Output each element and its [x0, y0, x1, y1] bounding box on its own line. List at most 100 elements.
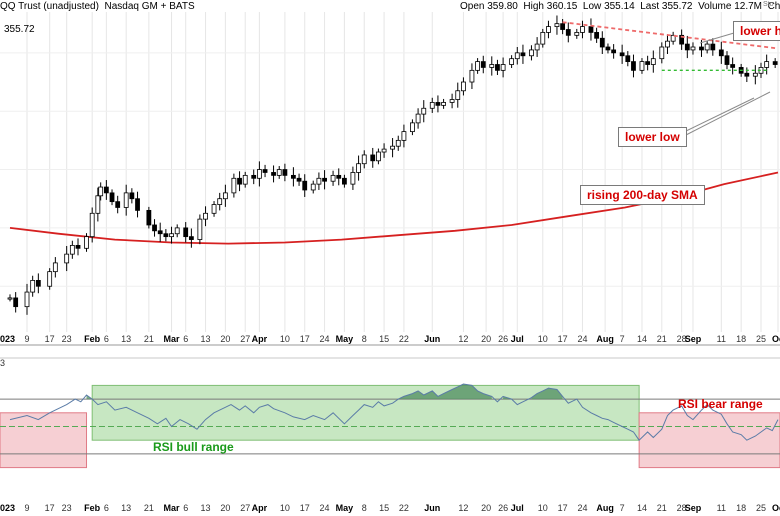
price-axis-tick-36: 25 [756, 334, 766, 344]
lower-high-annotation: lower h [733, 21, 780, 41]
price-bar-44 [302, 180, 308, 191]
price-axis-tick-35: 18 [736, 334, 746, 344]
rsi-axis-tick-13: 10 [280, 503, 290, 513]
price-bar-2 [24, 291, 30, 308]
price-bar-85 [574, 32, 580, 36]
price-bar-89 [599, 37, 605, 48]
symbol-title: QQ Trust (unadjusted) [0, 1, 99, 12]
rsi-axis-tick-31: 21 [657, 503, 667, 513]
price-bar-60 [410, 122, 415, 133]
rsi-bear-band-right [638, 412, 780, 469]
price-bar-77 [520, 52, 526, 57]
rsi-overbought-area [531, 388, 563, 400]
price-bar-115 [772, 61, 778, 65]
price-axis-tick-6: 21 [144, 334, 154, 344]
price-axis-year-label: 023 [0, 334, 15, 344]
price-bar-90 [605, 46, 611, 51]
price-axis-tick-7: Mar [164, 334, 181, 344]
rsi-axis-tick-36: 25 [756, 503, 766, 513]
price-bar-112 [752, 72, 758, 77]
price-bar-98 [659, 46, 665, 60]
rsi-axis-tick-27: 24 [577, 503, 587, 513]
price-bar-66 [449, 99, 455, 103]
price-bar-49 [336, 174, 342, 179]
rsi-axis-year-label: 023 [0, 503, 15, 513]
price-axis-tick-23: 26 [498, 334, 508, 344]
price-bar-87 [588, 26, 594, 33]
price-bar-1 [13, 297, 19, 308]
rsi-axis-tick-5: 13 [121, 503, 131, 513]
price-axis-tick-20: Jun [424, 334, 440, 344]
rsi-axis-tick-25: 10 [538, 503, 548, 513]
rsi-axis-tick-12: Apr [252, 503, 268, 513]
price-bar-83 [560, 23, 566, 30]
corner-label: Sto [763, 1, 774, 8]
rsi-axis-tick-10: 20 [220, 503, 230, 513]
rsi-axis-tick-6: 21 [144, 503, 154, 513]
price-bar-47 [322, 177, 327, 182]
price-axis-tick-4: 6 [104, 334, 109, 344]
price-bar-59 [401, 131, 407, 141]
price-bar-36 [251, 174, 257, 179]
price-axis-tick-19: 22 [399, 334, 409, 344]
price-bar-54 [370, 154, 376, 162]
price-bar-72 [489, 64, 495, 68]
price-bar-55 [376, 151, 381, 162]
lower-high-trendline [562, 21, 779, 50]
price-bar-97 [650, 58, 656, 65]
price-bar-80 [540, 32, 546, 45]
price-bar-45 [310, 183, 316, 191]
price-bar-71 [480, 61, 486, 68]
price-bar-75 [509, 58, 515, 65]
price-bar-17 [123, 192, 129, 208]
rsi-axis-tick-3: Feb [84, 503, 101, 513]
price-bar-56 [381, 148, 387, 153]
price-axis-tick-9: 13 [201, 334, 211, 344]
volume-label: Volume [698, 1, 732, 12]
rsi-axis-tick-18: 15 [379, 503, 389, 513]
rsi-axis-tick-30: 14 [637, 503, 647, 513]
price-bar-11 [89, 212, 95, 238]
price-bar-52 [356, 163, 361, 173]
price-bar-109 [730, 64, 736, 68]
price-bar-76 [514, 52, 520, 60]
price-bar-107 [718, 49, 724, 57]
rsi-bull-range-label: RSI bull range [153, 440, 234, 454]
price-bar-35 [242, 174, 248, 185]
price-axis-tick-15: 24 [320, 334, 330, 344]
price-bar-96 [645, 61, 651, 65]
rsi-axis-tick-15: 24 [320, 503, 330, 513]
sma-annotation: rising 200-day SMA [580, 185, 705, 205]
price-bar-19 [135, 198, 140, 211]
price-bar-65 [441, 102, 446, 106]
rsi-bear-range-label: RSI bear range [678, 397, 763, 411]
rsi-axis-tick-23: 26 [498, 503, 508, 513]
price-bar-61 [415, 113, 421, 124]
price-bar-108 [724, 55, 730, 65]
price-bar-9 [75, 244, 81, 249]
price-bar-69 [469, 69, 475, 83]
price-axis-tick-32: 28 [677, 334, 687, 344]
price-bar-3 [30, 280, 36, 293]
price-axis-tick-10: 20 [220, 334, 230, 344]
price-bar-23 [163, 233, 169, 238]
price-axis-tick-12: Apr [252, 334, 268, 344]
price-bar-39 [271, 172, 276, 176]
rsi-axis-tick-21: 12 [458, 503, 468, 513]
price-bar-20 [146, 209, 152, 226]
price-bar-8 [69, 244, 75, 255]
price-bar-7 [64, 253, 70, 264]
rsi-axis-tick-24: Jul [511, 503, 524, 513]
rsi-axis-tick-37: Oc [772, 503, 780, 513]
price-bar-29 [203, 212, 208, 220]
chart-title: QQ Trust (unadjusted) Nasdaq GM + BATS [0, 1, 195, 12]
lower-high-arrow [699, 32, 735, 44]
price-bar-53 [361, 154, 367, 165]
price-axis-tick-13: 10 [280, 334, 290, 344]
price-bar-37 [256, 169, 262, 179]
price-bar-31 [217, 198, 223, 205]
price-bar-73 [495, 64, 500, 71]
price-bar-102 [684, 43, 690, 51]
rsi-axis-tick-29: 7 [620, 503, 625, 513]
